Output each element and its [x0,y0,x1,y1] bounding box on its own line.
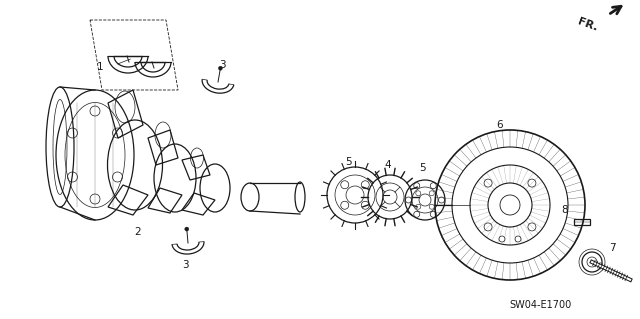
Text: 3: 3 [219,60,225,70]
Text: 6: 6 [497,120,503,130]
Text: 8: 8 [562,205,568,215]
Text: FR.: FR. [576,17,598,33]
Circle shape [185,227,189,231]
Circle shape [218,66,223,70]
Text: 5: 5 [345,157,351,167]
Text: SW04-E1700: SW04-E1700 [510,300,572,310]
Text: 1: 1 [97,62,103,72]
Text: 2: 2 [134,227,141,237]
Text: 7: 7 [609,243,615,253]
Text: 5: 5 [419,163,426,173]
Text: 3: 3 [182,260,188,270]
Text: 4: 4 [385,160,391,170]
